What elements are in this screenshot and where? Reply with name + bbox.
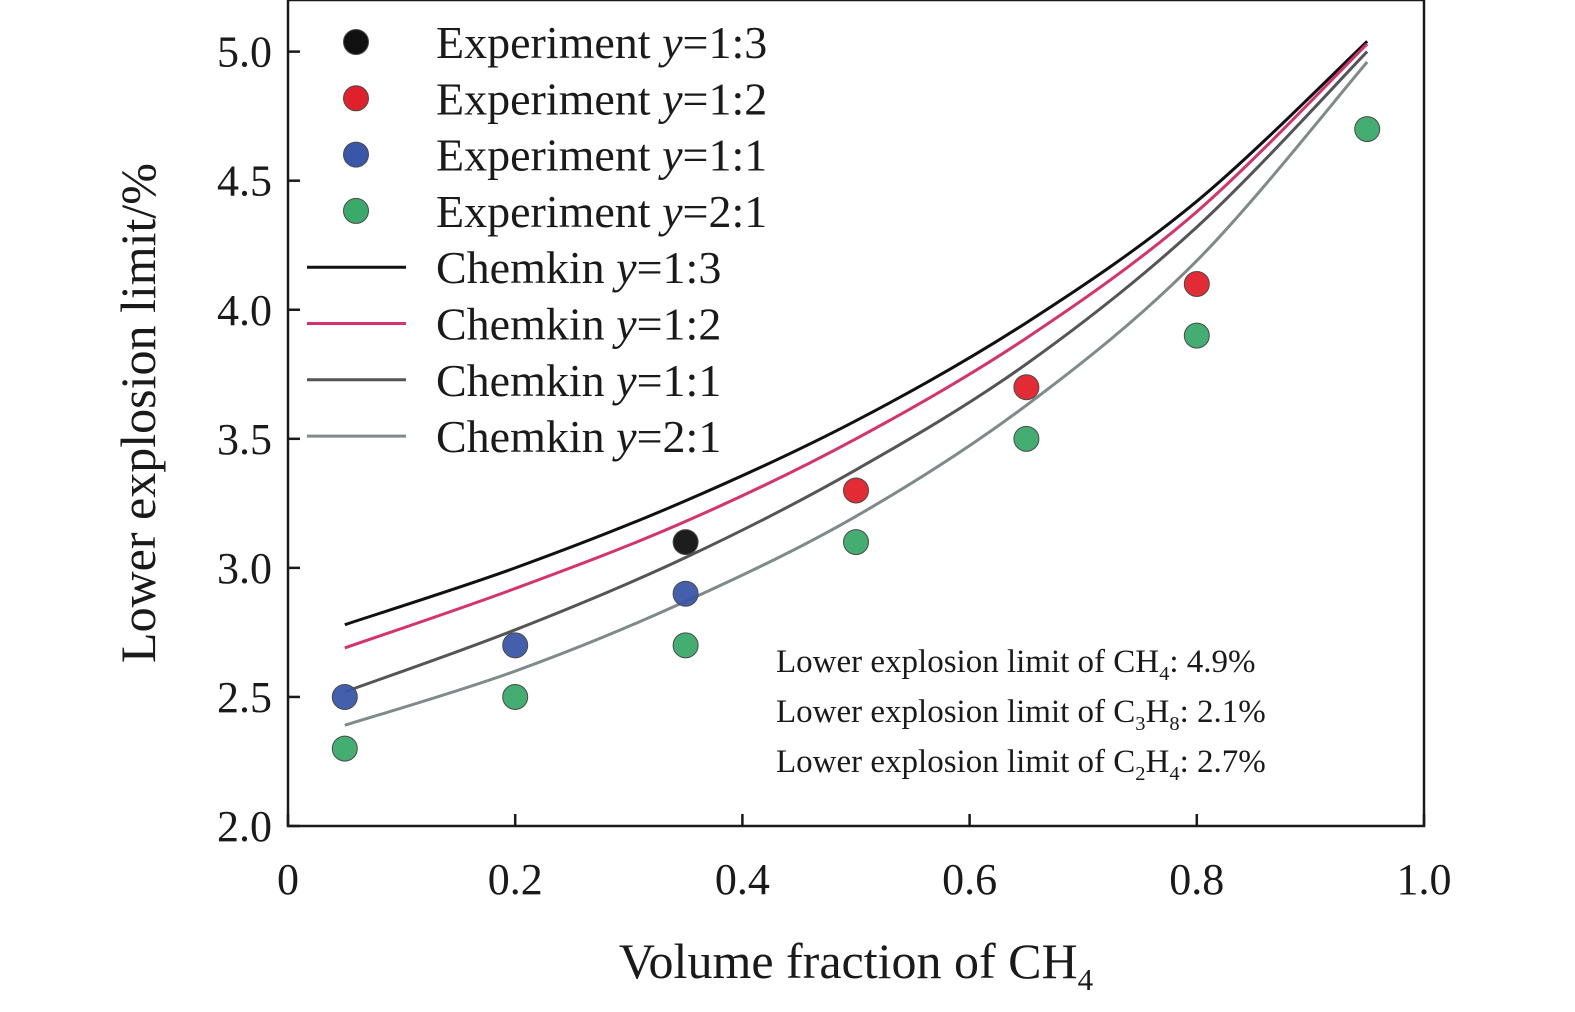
y-axis: 2.0 2.5 3.0 3.5 4.0 4.5 5.0 bbox=[217, 28, 300, 851]
experiment-points bbox=[331, 116, 1381, 762]
experiment-point-3 bbox=[331, 683, 358, 710]
x-tick-label: 0.6 bbox=[942, 855, 997, 904]
annotation-box: Lower explosion limit of CH4: 4.9% Lower … bbox=[776, 644, 1266, 785]
chemkin-curve-3 bbox=[344, 50, 1369, 694]
y-tick-label: 3.0 bbox=[217, 544, 272, 593]
x-tick-label: 0.8 bbox=[1169, 855, 1224, 904]
plot-frame bbox=[286, 0, 1426, 828]
legend-marker bbox=[343, 197, 369, 224]
legend-label: Chemkin y=1:2 bbox=[436, 299, 721, 350]
experiment-point-4 bbox=[1183, 322, 1210, 349]
chemkin-curve-1 bbox=[344, 40, 1369, 627]
experiment-point-2 bbox=[843, 477, 869, 504]
annotation-line: Lower explosion limit of C3H8: 2.1% bbox=[776, 694, 1266, 735]
x-axis: 0 0.2 0.4 0.6 0.8 1.0 bbox=[277, 814, 1452, 904]
experiment-point-3 bbox=[502, 632, 529, 659]
legend-label: Experiment y=1:1 bbox=[436, 130, 767, 181]
legend-label: Experiment y=2:1 bbox=[436, 186, 767, 237]
x-tick-label: 0.4 bbox=[715, 855, 770, 904]
y-tick-label: 4.0 bbox=[217, 286, 272, 335]
y-tick-label: 5.0 bbox=[217, 28, 272, 77]
legend-label: Chemkin y=2:1 bbox=[436, 411, 721, 462]
chemkin-curve-4 bbox=[344, 61, 1369, 727]
experiment-point-4 bbox=[1354, 116, 1381, 143]
x-axis-title: Volume fraction of CH4 bbox=[619, 933, 1094, 997]
x-tick-label: 0 bbox=[277, 855, 299, 904]
experiment-point-2 bbox=[1013, 374, 1040, 401]
experiment-point-4 bbox=[843, 529, 869, 556]
legend-label: Experiment y=1:2 bbox=[436, 73, 767, 124]
x-tick-label: 0.2 bbox=[488, 855, 543, 904]
y-axis-title: Lower explosion limit/% bbox=[110, 163, 166, 663]
chemkin-curve-2 bbox=[344, 42, 1369, 650]
annotation-line: Lower explosion limit of CH4: 4.9% bbox=[776, 644, 1256, 685]
chemkin-curves bbox=[344, 40, 1369, 727]
experiment-point-4 bbox=[1013, 425, 1040, 452]
y-tick-label: 3.5 bbox=[217, 415, 272, 464]
legend-label: Chemkin y=1:1 bbox=[436, 355, 721, 406]
experiment-point-3 bbox=[672, 580, 699, 607]
experiment-point-4 bbox=[331, 735, 358, 762]
legend-marker bbox=[343, 141, 369, 168]
legend-label: Chemkin y=1:3 bbox=[436, 242, 721, 293]
y-tick-label: 2.5 bbox=[217, 673, 272, 722]
legend-marker bbox=[343, 85, 369, 112]
experiment-point-1 bbox=[672, 529, 699, 556]
legend-marker bbox=[343, 29, 369, 55]
annotation-line: Lower explosion limit of C2H4: 2.7% bbox=[776, 744, 1266, 785]
y-tick-label: 2.0 bbox=[217, 802, 272, 851]
experiment-point-4 bbox=[672, 632, 699, 659]
x-tick-label: 1.0 bbox=[1397, 855, 1452, 904]
experiment-point-2 bbox=[1183, 270, 1210, 297]
legend-label: Experiment y=1:3 bbox=[436, 17, 767, 68]
experiment-point-4 bbox=[502, 683, 529, 710]
y-tick-label: 4.5 bbox=[217, 157, 272, 206]
